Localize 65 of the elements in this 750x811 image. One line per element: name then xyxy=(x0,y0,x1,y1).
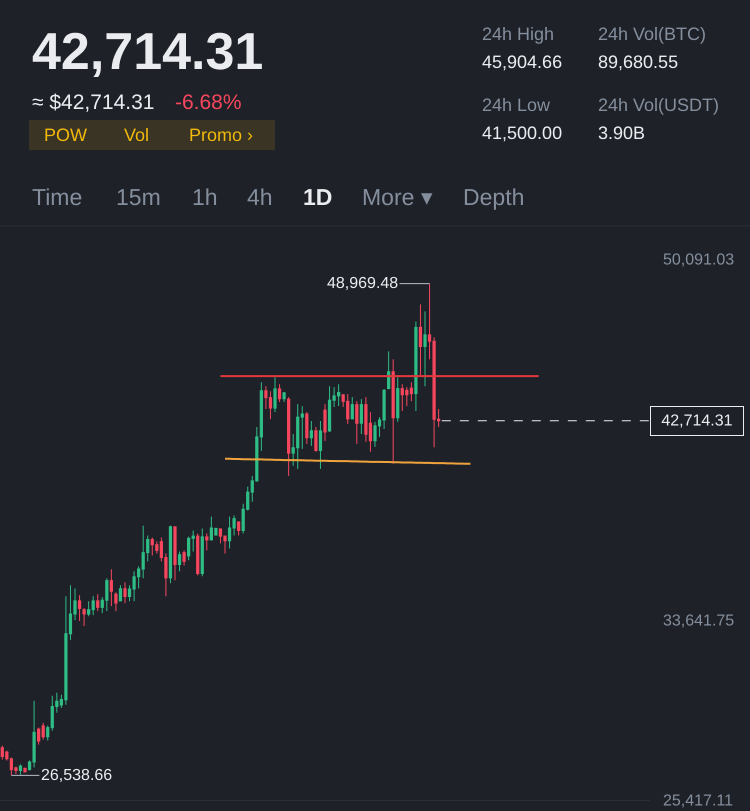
text: 24h Vol(BTC) xyxy=(598,24,706,44)
candlestick xyxy=(78,594,82,622)
candlestick xyxy=(23,766,27,774)
text: 3.90B xyxy=(598,123,646,143)
text: 1D xyxy=(303,184,332,210)
candlestick xyxy=(273,376,277,413)
candlestick xyxy=(18,764,22,775)
text: 15m xyxy=(116,184,161,210)
candlestick xyxy=(114,592,118,612)
text: More ▾ xyxy=(362,184,433,210)
candlestick xyxy=(310,420,313,446)
candlestick xyxy=(350,396,354,420)
text: 24h Vol(USDT) xyxy=(598,95,720,115)
candlestick xyxy=(314,426,318,452)
text: 42,714.31 xyxy=(32,23,264,81)
text: 4h xyxy=(247,184,273,210)
candlestick xyxy=(118,584,122,602)
candlestick xyxy=(418,304,422,377)
text: POW xyxy=(44,125,88,145)
candlestick xyxy=(360,398,363,434)
y-tick-label: 25,417.11 xyxy=(663,792,734,810)
candlestick xyxy=(173,526,177,581)
candlestick xyxy=(200,528,204,577)
candlestick xyxy=(110,568,113,607)
candlestick xyxy=(237,520,240,536)
text: ≈ $42,714.31 xyxy=(32,91,154,114)
candlestick xyxy=(387,350,390,390)
candlestick xyxy=(182,550,186,566)
y-tick-label: 50,091.03 xyxy=(663,252,734,269)
candlestick xyxy=(287,396,290,476)
text: -6.68% xyxy=(175,91,242,114)
candlestick xyxy=(168,525,172,584)
candlestick xyxy=(396,376,400,422)
candlestick xyxy=(32,700,36,768)
text: Promo › xyxy=(189,125,254,145)
candlestick xyxy=(278,384,282,402)
text: 1h xyxy=(192,184,218,210)
candlestick xyxy=(328,386,332,433)
candlestick xyxy=(355,400,358,444)
candlestick xyxy=(196,533,200,576)
text: Time xyxy=(32,184,82,210)
y-tick-label: 33,641.75 xyxy=(663,612,734,630)
text: 89,680.55 xyxy=(598,52,678,72)
candlestick xyxy=(323,404,327,442)
candlestick xyxy=(414,321,418,412)
candlestick xyxy=(305,412,308,444)
candlestick xyxy=(423,310,427,387)
text: 45,904.66 xyxy=(482,52,562,72)
candlestick xyxy=(392,358,395,464)
text: 41,500.00 xyxy=(482,123,562,143)
candlestick xyxy=(96,594,100,612)
text: Depth xyxy=(463,184,524,210)
text: 24h Low xyxy=(482,95,552,115)
ref-line-label: 42,714.31 xyxy=(661,412,733,430)
annotation: 48,969.48 xyxy=(327,275,398,292)
candlestick xyxy=(373,421,377,448)
candlestick xyxy=(318,420,322,470)
candlestick xyxy=(178,551,182,572)
text: Vol xyxy=(124,125,150,145)
text: 24h High xyxy=(482,24,554,44)
annotation: 26,538.66 xyxy=(41,767,112,784)
candlestick xyxy=(228,516,232,549)
candlestick xyxy=(282,392,286,402)
candlestick xyxy=(123,582,127,604)
candlestick xyxy=(205,533,208,551)
